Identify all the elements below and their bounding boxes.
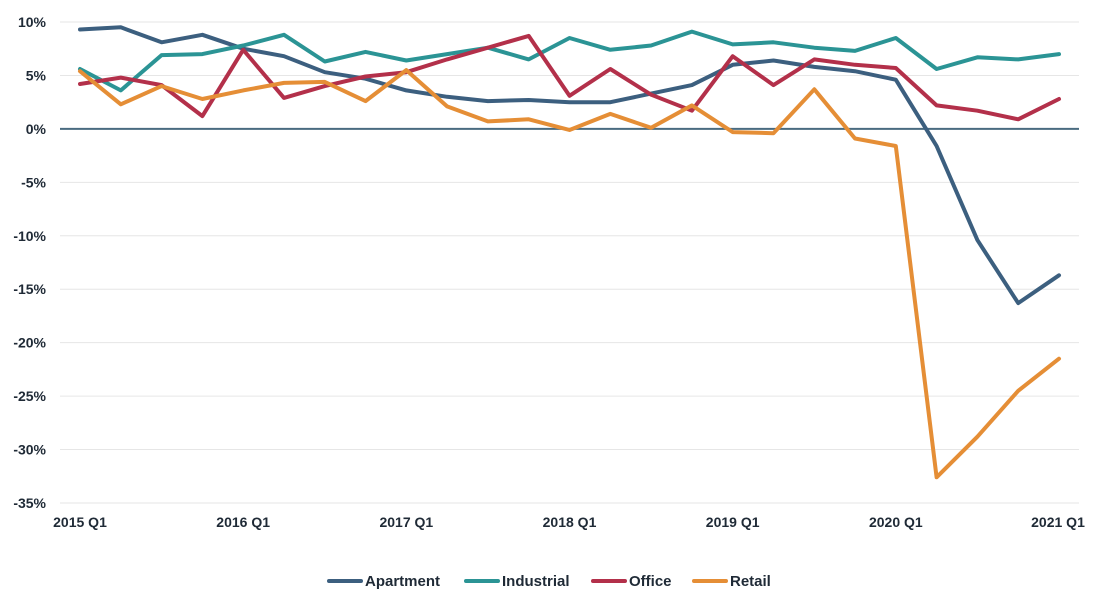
x-tick-label: 2016 Q1: [216, 514, 270, 530]
legend-label-apartment: Apartment: [365, 573, 440, 590]
series-line-office: [78, 33, 1061, 122]
gridlines: [60, 21, 1079, 504]
y-tick-label: -5%: [21, 174, 46, 190]
series-line-industrial: [78, 29, 1061, 93]
x-tick-label: 2021 Q1: [1031, 514, 1085, 530]
legend: Apartment Industrial Office Retail: [327, 573, 771, 590]
series-line-retail: [78, 68, 1061, 480]
legend-label-industrial: Industrial: [502, 573, 570, 590]
x-tick-label: 2019 Q1: [706, 514, 760, 530]
y-tick-label: -35%: [13, 495, 46, 511]
x-tick-label: 2015 Q1: [53, 514, 107, 530]
y-tick-label: -30%: [13, 442, 46, 458]
y-tick-label: -20%: [13, 335, 46, 351]
y-tick-label: 0%: [26, 121, 47, 137]
y-tick-label: -15%: [13, 281, 46, 297]
y-axis-ticks: 10% 5% 0% -5% -10% -15% -20% -25% -30% -35%: [13, 14, 46, 511]
y-tick-label: -10%: [13, 228, 46, 244]
series-lines: [78, 25, 1061, 480]
x-axis-ticks: 2015 Q1 2016 Q1 2017 Q1 2018 Q1 2019 Q1 2020 …: [53, 514, 1085, 530]
x-tick-label: 2018 Q1: [543, 514, 597, 530]
legend-label-retail: Retail: [730, 573, 771, 590]
series-line-apartment: [78, 25, 1061, 306]
y-tick-label: 5%: [26, 67, 47, 83]
x-tick-label: 2017 Q1: [379, 514, 433, 530]
x-tick-label: 2020 Q1: [869, 514, 923, 530]
y-tick-label: -25%: [13, 388, 46, 404]
legend-label-office: Office: [629, 573, 672, 590]
y-tick-label: 10%: [18, 14, 47, 30]
